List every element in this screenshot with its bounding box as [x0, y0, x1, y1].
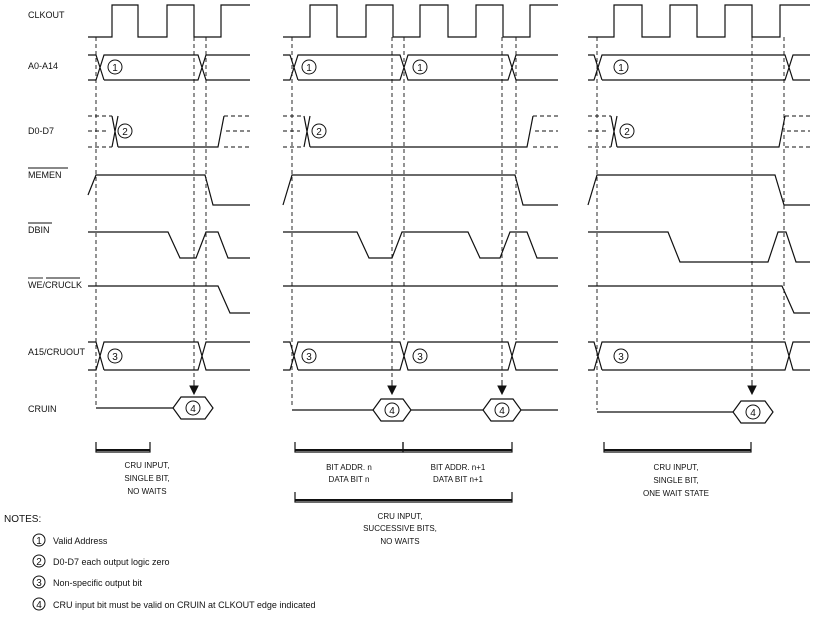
signal-labels: CLKOUT A0-A14 D0-D7 MEMEN DBIN WE/CRUCLK…	[28, 10, 86, 414]
d1-sample-arrow-icon	[189, 380, 199, 396]
d3-d0-d7-dashes	[588, 115, 810, 148]
d3-caption-line-3: ONE WAIT STATE	[643, 489, 709, 498]
marker-4-d2b: 4	[494, 402, 510, 418]
svg-text:3: 3	[417, 352, 423, 363]
marker-1-d2b: 1	[412, 59, 428, 75]
marker-2-d3: 2	[619, 123, 635, 139]
d3-clkout-wave	[588, 4, 810, 38]
d2-sample-arrow-2-icon	[497, 380, 507, 396]
d2b-caption-line-1: BIT ADDR. n+1	[431, 463, 486, 472]
d2-caption-line-1: CRU INPUT,	[378, 512, 423, 521]
d1-dbin-wave	[88, 231, 250, 259]
d2-d0-d7-dashes	[283, 115, 558, 148]
svg-text:1: 1	[306, 63, 312, 74]
marker-4-d1: 4	[185, 400, 201, 416]
d2-caption-line-2: SUCCESSIVE BITS,	[363, 524, 437, 533]
note-4-marker: 4	[36, 600, 42, 611]
marker-3-d2a: 3	[301, 348, 317, 364]
d2a-caption-line-1: BIT ADDR. n	[326, 463, 372, 472]
svg-text:2: 2	[122, 127, 128, 138]
svg-text:4: 4	[499, 406, 505, 417]
d1-caption-line-3: NO WAITS	[127, 487, 166, 496]
d3-caption-line-2: SINGLE BIT,	[653, 476, 698, 485]
d2-memen-wave	[282, 174, 558, 206]
note-3: 3 Non-specific output bit	[32, 575, 143, 589]
d1-clkout-wave	[88, 4, 250, 38]
svg-text:2: 2	[624, 127, 630, 138]
label-memen: MEMEN	[28, 170, 62, 180]
label-a15-cruout: A15/CRUOUT	[28, 347, 86, 357]
marker-2-d2: 2	[311, 123, 327, 139]
note-1-marker: 1	[36, 536, 42, 547]
notes-title: NOTES:	[4, 514, 41, 525]
svg-text:3: 3	[306, 352, 312, 363]
svg-text:4: 4	[190, 404, 196, 415]
d2-bracket-b	[402, 442, 513, 453]
svg-text:1: 1	[618, 63, 624, 74]
note-4: 4 CRU input bit must be valid on CRUIN a…	[32, 597, 315, 611]
note-4-text: CRU input bit must be valid on CRUIN at …	[53, 600, 315, 610]
marker-4-d2a: 4	[384, 402, 400, 418]
d2-a15-cruout-wave	[283, 341, 558, 371]
svg-text:3: 3	[618, 352, 624, 363]
marker-1-d2a: 1	[301, 59, 317, 75]
d1-d0-d7-dashes	[88, 115, 250, 148]
svg-text:2: 2	[316, 127, 322, 138]
marker-3-d3: 3	[613, 348, 629, 364]
svg-text:4: 4	[750, 408, 756, 419]
d3-dbin-wave	[588, 231, 810, 263]
note-1-text: Valid Address	[53, 536, 108, 546]
d3-a0-a14-wave	[588, 54, 810, 81]
note-3-text: Non-specific output bit	[53, 578, 143, 588]
d3-memen-wave	[587, 174, 810, 206]
note-3-marker: 3	[36, 578, 42, 589]
svg-text:1: 1	[112, 63, 118, 74]
marker-1-d1: 1	[107, 59, 123, 75]
notes: NOTES: 1 Valid Address 2 D0-D7 each outp…	[4, 514, 315, 611]
d3-we-cruclk-wave	[588, 285, 810, 314]
d2-dbin-wave	[283, 231, 558, 259]
diagram-1: CRU INPUT, SINGLE BIT, NO WAITS	[87, 4, 250, 496]
d2a-caption-line-2: DATA BIT n	[329, 475, 370, 484]
note-2-marker: 2	[36, 557, 42, 568]
label-dbin: DBIN	[28, 225, 50, 235]
marker-2-d1: 2	[117, 123, 133, 139]
waveform-markers: 1 1 1 1 2 2 2 3 3 3 3 4 4 4 4	[107, 59, 761, 420]
d2-caption-line-3: NO WAITS	[380, 537, 419, 546]
label-clkout: CLKOUT	[28, 10, 65, 20]
svg-text:4: 4	[389, 406, 395, 417]
d3-d0-d7-wave	[610, 115, 786, 148]
marker-3-d1: 3	[107, 348, 123, 364]
d2-sample-arrow-1-icon	[387, 380, 397, 396]
label-a0-a14: A0-A14	[28, 61, 58, 71]
d3-a15-cruout-wave	[588, 341, 810, 371]
label-cruin: CRUIN	[28, 404, 57, 414]
d1-caption-line-1: CRU INPUT,	[125, 461, 170, 470]
svg-text:3: 3	[112, 352, 118, 363]
marker-3-d2b: 3	[412, 348, 428, 364]
marker-4-d3: 4	[745, 404, 761, 420]
d3-bracket	[603, 442, 752, 453]
diagram-3: CRU INPUT, SINGLE BIT, ONE WAIT STATE	[587, 4, 810, 498]
d3-sample-arrow-icon	[747, 380, 757, 396]
note-2: 2 D0-D7 each output logic zero	[32, 554, 170, 568]
d2-clkout-wave	[283, 4, 558, 38]
label-we-cruclk: WE/CRUCLK	[28, 280, 82, 290]
d1-we-cruclk-wave	[88, 285, 250, 314]
note-1: 1 Valid Address	[32, 533, 108, 547]
d1-d0-d7-wave	[111, 115, 225, 148]
diagram-2: BIT ADDR. n DATA BIT n BIT ADDR. n+1 DAT…	[282, 4, 558, 546]
d2b-caption-line-2: DATA BIT n+1	[433, 475, 484, 484]
d2-bracket-overall	[294, 492, 513, 503]
d1-memen-wave	[87, 174, 250, 206]
label-d0-d7: D0-D7	[28, 126, 54, 136]
svg-text:1: 1	[417, 63, 423, 74]
d2-d0-d7-wave	[303, 115, 534, 148]
d3-caption-line-1: CRU INPUT,	[654, 463, 699, 472]
d1-caption-line-2: SINGLE BIT,	[124, 474, 169, 483]
d1-bracket	[95, 442, 151, 453]
marker-1-d3: 1	[613, 59, 629, 75]
note-2-text: D0-D7 each output logic zero	[53, 557, 170, 567]
